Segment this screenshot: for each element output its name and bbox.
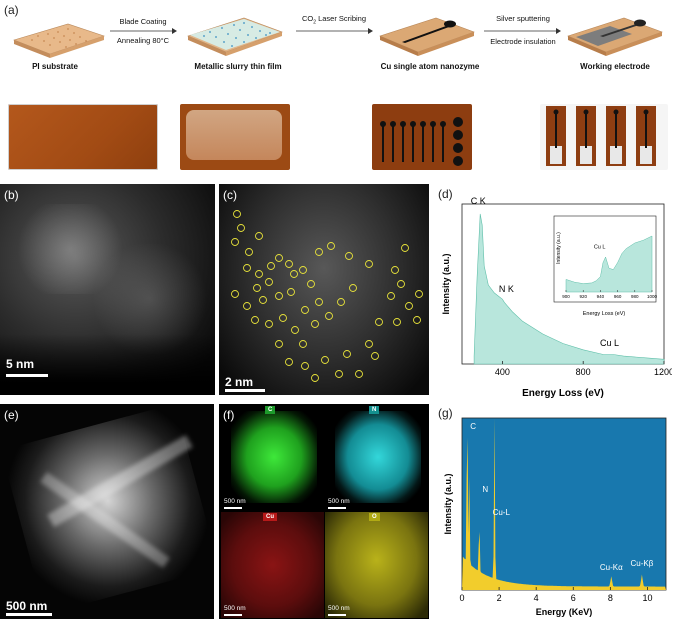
single-atom-markers xyxy=(231,210,423,382)
pi-substrate-photo xyxy=(8,104,158,170)
eels-inset-spectrum xyxy=(565,235,653,293)
eels-tick-label: 1200 xyxy=(654,367,672,377)
eds-map-c: C 500 nm xyxy=(221,405,324,511)
arrow-2-top-text: CO2 Laser Scribing xyxy=(301,14,367,26)
eels-inset-tick-label: 940 xyxy=(597,294,605,299)
arrow-1-icon xyxy=(110,28,177,34)
eels-ticks: 400 800 1200 xyxy=(495,361,672,377)
eds-mapping-panel: (f) C 500 nm N 500 nm Cu 500 nm O 500 nm xyxy=(219,404,429,619)
eels-inset-ylabel: Intensity (a.u.) xyxy=(556,232,562,264)
eds-annotation-label: Cu-Kα xyxy=(600,563,623,572)
cu-nanozyme-schematic xyxy=(379,17,475,56)
eels-inset-tick-label: 900 xyxy=(562,294,570,299)
pi-substrate-schematic xyxy=(13,23,105,58)
eds-chart: 0 2 4 6 8 10 Energy (KeV) Intensity (a.u.) C N… xyxy=(443,417,667,617)
eds-map-c-tag: C xyxy=(265,406,276,414)
panel-a-label: (a) xyxy=(4,3,19,17)
arrow-3-bottom-text: Electrode insulation xyxy=(490,37,556,46)
arrow-3-top-text: Silver sputtering xyxy=(496,14,550,23)
eels-tick-label: 400 xyxy=(495,367,510,377)
panel-c-label: (c) xyxy=(223,188,237,202)
eds-map-c-scalebar xyxy=(224,507,242,509)
eels-inset-annotation: Cu L xyxy=(594,245,606,251)
panel-e-label: (e) xyxy=(4,408,19,422)
eds-tick-label: 2 xyxy=(497,593,502,603)
arrow-2-icon xyxy=(296,28,373,34)
eds-map-cu-tag: Cu xyxy=(263,513,277,521)
eds-map-o-scale: 500 nm xyxy=(328,605,350,612)
eels-inset-ticks: 900 920 940 960 980 1000 xyxy=(562,290,658,299)
eels-annotation-label: C K xyxy=(471,196,486,206)
eds-annotation-label: C xyxy=(470,422,476,431)
haadf-image-b: (b) 5 nm xyxy=(0,184,215,395)
eds-tick-label: 6 xyxy=(571,593,576,603)
eds-map-cu: Cu 500 nm xyxy=(221,512,324,618)
eels-annotation-label: N K xyxy=(499,284,514,294)
arrow-1-bottom-text: Annealing 80°C xyxy=(116,36,170,45)
step-4-label: Working electrode xyxy=(580,62,650,71)
panel-d-label: (d) xyxy=(438,187,453,201)
eds-tick-label: 4 xyxy=(534,593,539,603)
cu-nanozyme-photo xyxy=(372,104,472,170)
step-1-label: PI substrate xyxy=(32,62,78,71)
eds-map-c-scale: 500 nm xyxy=(224,498,246,505)
panel-g-label: (g) xyxy=(438,406,453,420)
slurry-film-photo xyxy=(180,104,290,170)
eds-map-cu-scale: 500 nm xyxy=(224,605,246,612)
arrow-1-top-text: Blade Coating xyxy=(119,17,167,26)
arrow-3-icon xyxy=(484,28,561,34)
eels-annotation-label: Cu L xyxy=(600,338,619,348)
eds-xlabel: Energy (KeV) xyxy=(536,607,593,617)
eds-annotation-label: Cu-L xyxy=(493,508,511,517)
eds-map-n-scalebar xyxy=(328,507,346,509)
eds-annotation-label: N xyxy=(482,485,488,494)
eds-map-o: O 500 nm xyxy=(325,512,428,618)
eels-ylabel: Intensity (a.u.) xyxy=(441,253,451,314)
panel-f-label: (f) xyxy=(223,408,235,422)
slurry-film-schematic xyxy=(187,17,283,56)
eds-ticks: 0 2 4 6 8 10 xyxy=(459,587,652,603)
eds-tick-label: 10 xyxy=(642,593,652,603)
scale-text-b: 5 nm xyxy=(6,357,35,371)
step-3-label: Cu single atom nanozyme xyxy=(380,62,480,71)
eds-tick-label: 8 xyxy=(608,593,613,603)
eels-inset-tick-label: 980 xyxy=(631,294,639,299)
eels-inset-xlabel: Energy Loss (eV) xyxy=(583,311,626,317)
panel-b-label: (b) xyxy=(4,188,19,202)
eels-chart: 400 800 1200 Energy Loss (eV) Intensity (a… xyxy=(441,196,672,399)
eds-annotations: C N Cu-L Cu-Kα Cu-Kβ xyxy=(470,422,653,572)
working-electrode-photo xyxy=(540,104,668,170)
eels-spectrum-area xyxy=(473,213,665,365)
eds-map-cu-scalebar xyxy=(224,614,242,616)
eds-map-n-tag: N xyxy=(369,406,380,414)
working-electrode-schematic xyxy=(567,17,663,56)
eds-annotation-label: Cu-Kβ xyxy=(630,559,653,568)
eds-tick-label: 0 xyxy=(459,593,464,603)
eels-inset-tick-label: 960 xyxy=(614,294,622,299)
haadf-image-c: (c) 2 nm xyxy=(219,184,429,395)
eds-ylabel: Intensity (a.u.) xyxy=(443,473,453,534)
eels-annotations: C K N K Cu L xyxy=(471,196,619,348)
scale-text-e: 500 nm xyxy=(6,599,48,613)
tem-image-e: (e) 500 nm xyxy=(0,404,214,619)
eds-map-o-tag: O xyxy=(369,513,380,521)
eels-inset-tick-label: 1000 xyxy=(647,294,658,299)
scale-bar-c xyxy=(225,389,265,392)
eds-plot-background xyxy=(461,417,667,591)
eds-map-o-scalebar xyxy=(328,614,346,616)
scale-text-c: 2 nm xyxy=(225,375,254,389)
eels-xlabel: Energy Loss (eV) xyxy=(522,388,604,399)
eds-map-n-scale: 500 nm xyxy=(328,498,350,505)
step-2-label: Metallic slurry thin film xyxy=(194,62,282,71)
eds-map-n: N 500 nm xyxy=(325,405,428,511)
eels-tick-label: 800 xyxy=(576,367,591,377)
scale-bar-b xyxy=(6,374,48,377)
eels-inset-tick-label: 920 xyxy=(579,294,587,299)
scale-bar-e xyxy=(6,613,52,616)
